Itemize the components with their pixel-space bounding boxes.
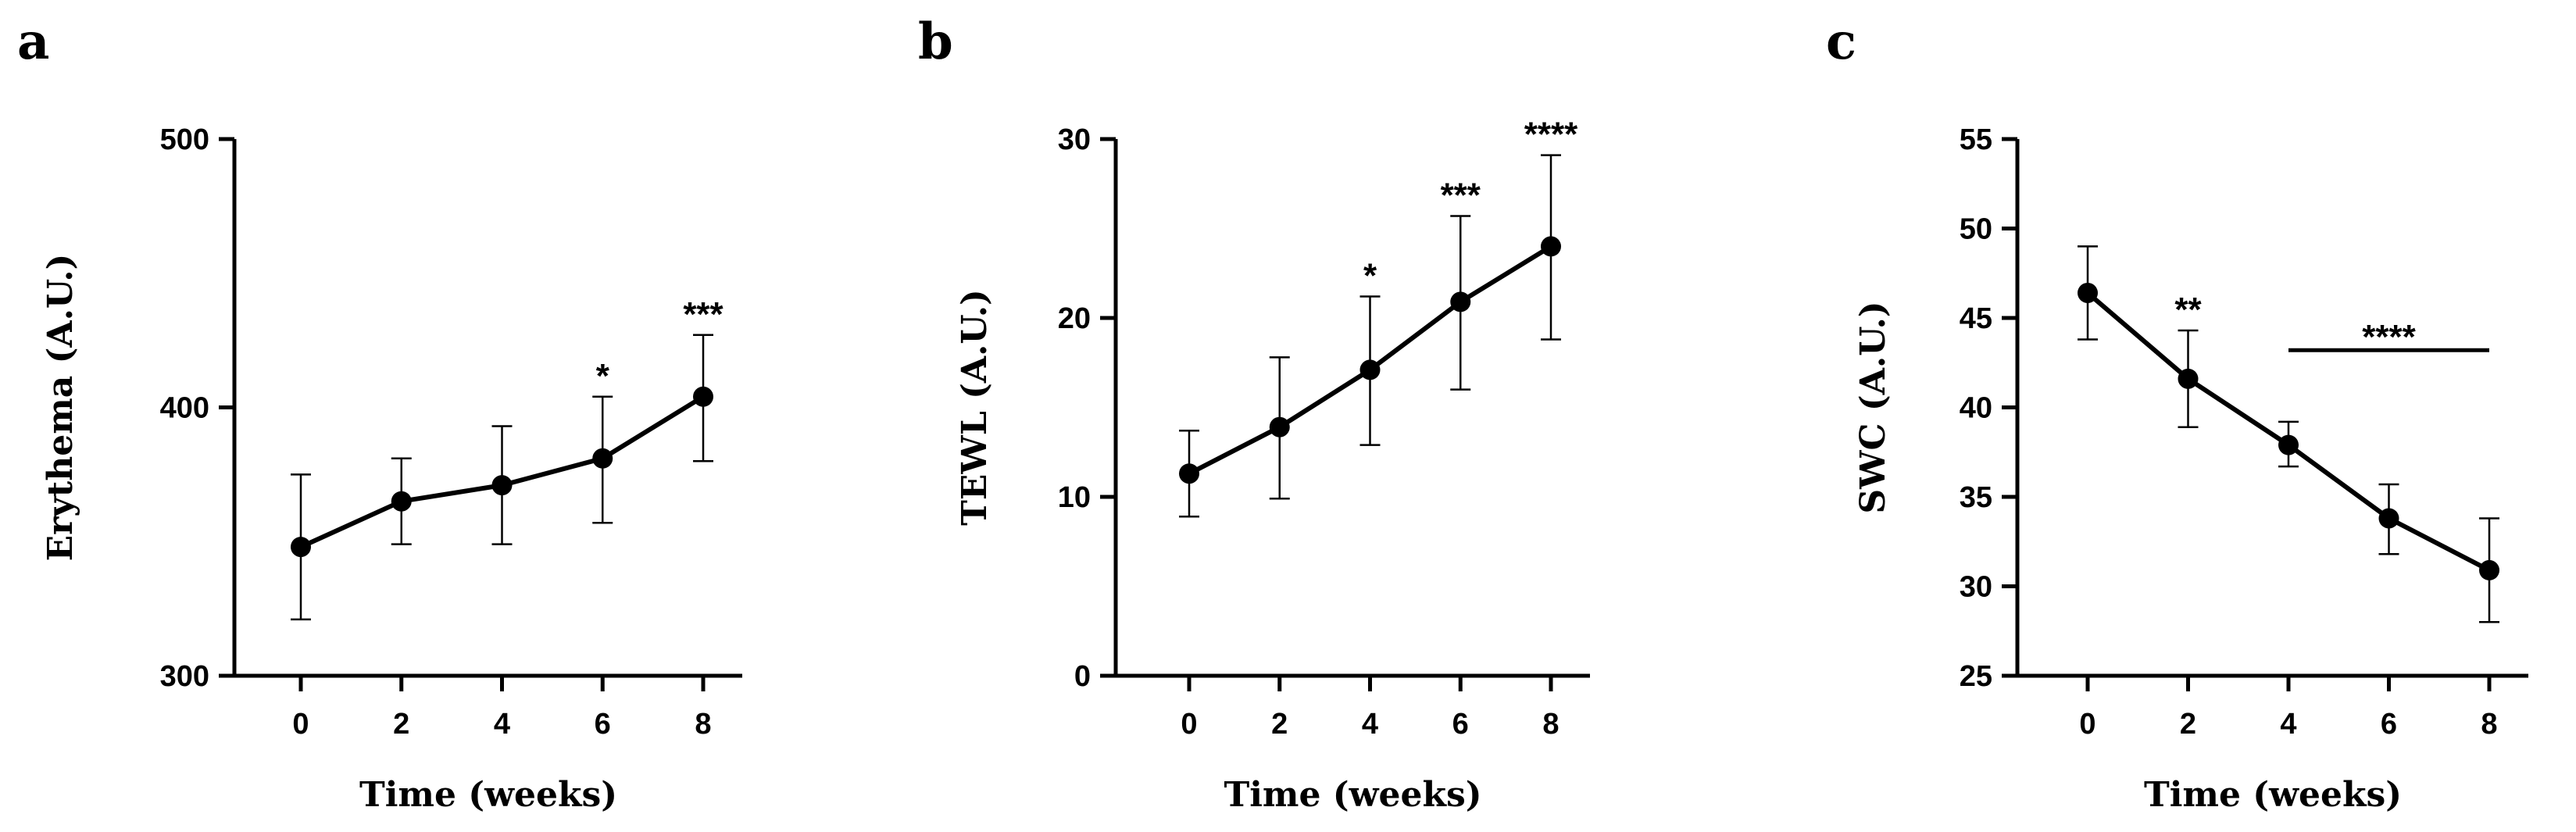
x-tick-label: 2: [393, 708, 409, 741]
x-tick-label: 6: [1452, 708, 1469, 741]
x-tick-label: 8: [1542, 708, 1559, 741]
data-point: [2378, 508, 2399, 529]
data-point: [693, 386, 713, 407]
x-tick-label: 0: [292, 708, 309, 741]
x-tick-label: 4: [494, 708, 510, 741]
data-point: [1541, 236, 1561, 257]
y-tick-label: 25: [1960, 660, 1992, 693]
x-axis-title: Time (weeks): [2144, 775, 2402, 815]
y-tick-label: 300: [160, 660, 209, 693]
x-tick-label: 0: [2079, 708, 2095, 741]
y-tick-label: 45: [1960, 302, 1992, 335]
y-axis-title: TEWL (A.U.): [955, 289, 995, 526]
data-point: [2178, 368, 2199, 389]
y-axis-title: SWC (A.U.): [1853, 301, 1893, 513]
y-tick-label: 30: [1058, 123, 1091, 156]
data-point: [1179, 463, 1199, 484]
data-point: [2479, 559, 2499, 580]
y-tick-label: 400: [160, 392, 209, 425]
significance-label: *: [1363, 257, 1377, 295]
panel-letter: c: [1826, 12, 1856, 71]
data-point: [1450, 291, 1471, 312]
panel-letter: b: [918, 12, 953, 71]
data-point: [1359, 359, 1381, 380]
y-tick-label: 30: [1960, 571, 1992, 604]
data-point: [592, 448, 613, 469]
data-point: [2078, 282, 2098, 303]
y-tick-label: 0: [1074, 660, 1091, 693]
significance-label: ****: [1524, 116, 1578, 154]
data-point: [1269, 416, 1290, 437]
y-tick-label: 35: [1960, 481, 1992, 514]
y-tick-label: 20: [1058, 302, 1091, 335]
y-axis-title: Erythema (A.U.): [41, 254, 80, 562]
chart-panel-c: c 25 30 35 40 45 50 55 0 2 4 6 8 Time (weeks) SWC (A.U…: [1826, 12, 2528, 815]
y-tick-label: 40: [1960, 392, 1992, 425]
x-axis-title: Time (weeks): [359, 775, 617, 815]
x-tick-label: 6: [2381, 708, 2397, 741]
significance-label: **: [2174, 291, 2202, 329]
y-tick-label: 50: [1960, 213, 1992, 246]
y-tick-label: 500: [160, 123, 209, 156]
y-tick-label: 10: [1058, 481, 1091, 514]
data-point: [391, 491, 412, 512]
chart-panel-a: a 300 400 500 0 2 4 6 8 Time (weeks) Erythema (A.U…: [17, 12, 742, 815]
x-tick-label: 6: [595, 708, 611, 741]
significance-label: ***: [683, 295, 723, 334]
significance-label: ****: [2362, 318, 2416, 356]
data-point: [491, 475, 513, 496]
x-tick-label: 2: [1271, 708, 1288, 741]
x-tick-label: 0: [1181, 708, 1197, 741]
data-point: [291, 537, 311, 558]
significance-label: ***: [1441, 176, 1481, 214]
data-point: [2278, 434, 2299, 455]
panel-letter: a: [17, 12, 49, 71]
x-tick-label: 4: [2280, 708, 2296, 741]
x-tick-label: 8: [695, 708, 711, 741]
y-tick-label: 55: [1960, 123, 1992, 156]
significance-label: *: [596, 357, 610, 395]
x-axis-title: Time (weeks): [1224, 775, 1481, 815]
x-tick-label: 4: [1362, 708, 1378, 741]
x-tick-label: 2: [2180, 708, 2196, 741]
x-tick-label: 8: [2481, 708, 2497, 741]
